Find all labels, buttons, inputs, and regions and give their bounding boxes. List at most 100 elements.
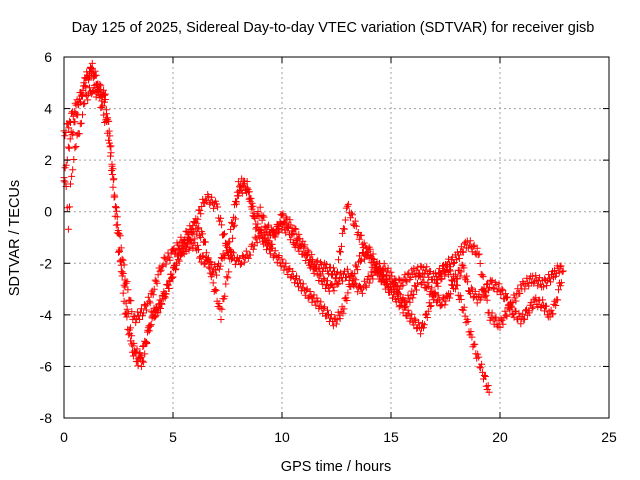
data-point [190,239,198,247]
data-point [70,108,78,116]
data-point [193,230,201,238]
data-point [464,244,472,252]
data-point [480,284,488,292]
data-point [114,227,122,234]
data-point [312,301,320,309]
data-point [216,262,224,270]
data-point [257,225,265,233]
data-point [151,313,159,321]
data-point [169,246,177,254]
data-point [162,290,170,298]
data-point [482,291,490,299]
data-point [179,248,187,256]
data-point [460,264,468,272]
data-point [315,277,323,284]
data-point [143,339,150,346]
data-point [483,296,491,304]
data-point [556,263,564,271]
data-point [188,229,196,237]
data-point [457,268,465,276]
data-point [226,245,233,253]
data-point [282,259,290,267]
data-point [428,284,436,292]
data-point [133,358,141,366]
data-point [281,219,289,227]
data-point [313,294,321,302]
data-point [108,167,115,174]
data-point [85,76,93,84]
data-point [254,232,262,240]
y-tick-label: 0 [44,204,52,220]
x-tick-label: 0 [60,429,68,445]
data-point [304,246,312,254]
data-point [552,302,560,309]
data-point [336,247,343,255]
data-point [172,261,180,269]
data-point [417,330,425,338]
data-point [222,239,229,247]
data-point [295,276,303,284]
data-point [471,249,479,257]
data-point [81,82,89,90]
data-point [106,143,114,151]
data-point [525,309,533,317]
data-point [249,245,257,253]
data-point [103,118,111,125]
data-point [122,279,130,287]
data-point [107,152,114,160]
data-point [446,294,454,302]
series-2 [60,59,493,396]
data-point [387,268,395,276]
data-point [448,276,456,284]
data-point [198,203,206,210]
data-point [559,267,567,275]
data-point [251,213,259,221]
data-point [451,277,458,285]
data-point [445,271,453,279]
data-point [551,272,559,280]
data-point [209,279,217,287]
data-point [196,232,204,240]
data-point [138,305,145,313]
data-point [284,223,292,231]
data-point [108,160,116,168]
data-point [344,289,352,297]
data-point [516,290,524,297]
data-point [463,272,471,280]
data-point [83,92,91,99]
data-point [120,261,128,269]
axis-tick-labels: 0 5 10 15 20 25 -8 -6 -4 -2 0 2 4 6 [40,49,617,445]
data-point [431,288,439,296]
data-point [65,124,73,132]
data-point [455,255,463,262]
data-point [382,275,390,283]
data-point [212,266,220,274]
data-point [197,210,205,218]
data-point [155,304,163,312]
data-point [439,262,446,270]
data-point [549,310,557,318]
data-point [381,281,389,289]
data-point [251,233,259,241]
data-point [539,296,547,304]
data-point [175,257,183,265]
data-point [146,322,154,330]
data-point [78,92,86,100]
data-point [509,299,517,306]
data-point [75,130,83,138]
data-point [340,225,348,233]
data-point [122,309,130,317]
data-point [449,259,457,267]
data-point [216,304,224,312]
data-point [126,329,134,337]
data-point [111,203,119,211]
data-point [87,65,95,73]
data-point [339,309,347,317]
data-point [310,291,318,299]
data-point [473,244,481,252]
data-point [265,237,273,245]
data-point [309,256,317,264]
data-point [425,283,433,290]
data-point [447,263,454,271]
data-point [221,230,228,238]
